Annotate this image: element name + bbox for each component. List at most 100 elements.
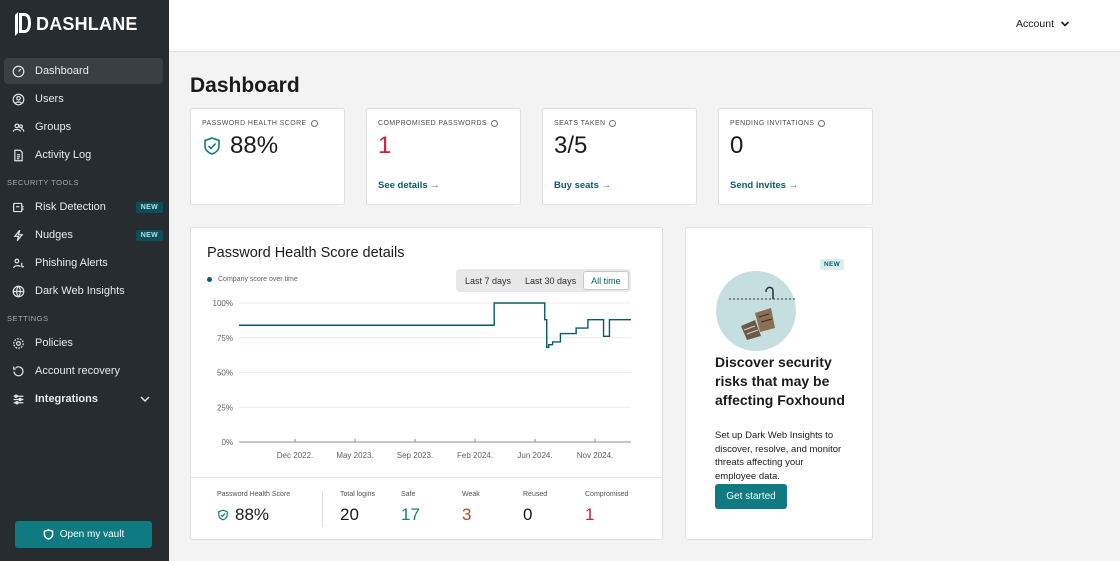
- chart-divider: [191, 477, 662, 478]
- account-label: Account: [1016, 18, 1054, 30]
- info-icon[interactable]: [609, 120, 617, 127]
- sidebar-item-label: Policies: [35, 337, 73, 349]
- range-last-7-days[interactable]: Last 7 days: [465, 275, 512, 286]
- dashlane-logo-icon: [15, 12, 31, 36]
- x-tick-label: Nov 2024.: [577, 451, 613, 460]
- info-icon[interactable]: [491, 120, 499, 127]
- reused-value: 0: [523, 505, 533, 524]
- compromised-passwords-card: COMPROMISED PASSWORDS 1 See details →: [366, 108, 521, 205]
- summary-separator: [322, 491, 323, 527]
- sidebar-item-label: Groups: [35, 121, 72, 133]
- sidebar-item-label: Activity Log: [35, 149, 92, 161]
- weak-value: 3: [462, 505, 472, 524]
- open-vault-button[interactable]: Open my vault: [15, 521, 152, 548]
- send-invites-link[interactable]: Send invites →: [730, 180, 799, 191]
- sidebar-item-dark-web-insights[interactable]: Dark Web Insights: [4, 278, 163, 304]
- y-tick-label: 25%: [217, 403, 233, 412]
- password-health-chart: 100% 75% 50% 25% 0% Dec 2022. May 2023. Sep 202…: [213, 299, 631, 460]
- chevron-down-icon: [140, 396, 150, 403]
- stat-value: 3/5: [554, 132, 588, 159]
- stat-label: SEATS TAKEN: [554, 120, 617, 127]
- x-tick-label: Feb 2024.: [457, 451, 493, 460]
- document-icon: [11, 148, 25, 162]
- sidebar-item-activity-log[interactable]: Activity Log: [4, 142, 163, 168]
- weak-label: Weak: [462, 491, 480, 498]
- safe-value: 17: [401, 505, 420, 524]
- y-tick-label: 100%: [213, 299, 233, 308]
- sidebar-item-policies[interactable]: Policies: [4, 330, 163, 356]
- page-title: Dashboard: [190, 74, 300, 97]
- security-tools-heading: SECURITY TOOLS: [7, 177, 80, 187]
- sidebar-item-account-recovery[interactable]: Account recovery: [4, 358, 163, 384]
- sidebar-item-groups[interactable]: Groups: [4, 114, 163, 140]
- shield-check-icon: [204, 137, 220, 155]
- buy-seats-link[interactable]: Buy seats →: [554, 180, 612, 191]
- chevron-down-icon: [1060, 21, 1070, 27]
- range-selector: Last 7 days Last 30 days All time: [456, 269, 631, 292]
- sidebar-item-label: Nudges: [35, 229, 73, 241]
- info-icon[interactable]: [310, 120, 318, 127]
- sidebar: DASHLANE Dashboard Users Groups Activity…: [0, 0, 169, 561]
- see-details-link[interactable]: See details →: [378, 180, 440, 191]
- range-all-time[interactable]: All time: [583, 271, 629, 290]
- stat-label: PASSWORD HEALTH SCORE: [202, 120, 318, 127]
- compromised-value: 1: [585, 505, 595, 524]
- account-menu[interactable]: Account: [1016, 18, 1070, 30]
- brand-name: DASHLANE: [36, 13, 138, 34]
- sidebar-item-phishing-alerts[interactable]: Phishing Alerts: [4, 250, 163, 276]
- info-icon[interactable]: [818, 120, 826, 127]
- sidebar-item-label: Dashboard: [35, 65, 89, 77]
- dark-web-promo-card: NEW Discover security risks that may be …: [685, 227, 873, 540]
- sidebar-item-label: Phishing Alerts: [35, 257, 108, 269]
- settings-heading: SETTINGS: [7, 313, 49, 323]
- summary-health-value: 88%: [217, 505, 269, 525]
- group-icon: [11, 120, 25, 134]
- stat-label: PENDING INVITATIONS: [730, 120, 826, 127]
- password-health-details-card: Password Health Score details Company sc…: [190, 227, 663, 540]
- sidebar-item-users[interactable]: Users: [4, 86, 163, 112]
- dashlane-logo[interactable]: DASHLANE: [14, 12, 138, 36]
- gauge-icon: [11, 64, 25, 78]
- range-last-30-days[interactable]: Last 30 days: [525, 275, 577, 286]
- x-tick-label: Dec 2022.: [277, 451, 313, 460]
- stat-label: COMPROMISED PASSWORDS: [378, 120, 499, 127]
- get-started-button[interactable]: Get started: [715, 484, 787, 509]
- stat-value: 1: [378, 132, 392, 159]
- top-header: Account: [169, 0, 1120, 52]
- password-health-card: PASSWORD HEALTH SCORE 88%: [190, 108, 345, 205]
- sidebar-item-nudges[interactable]: Nudges NEW: [4, 222, 163, 248]
- gear-icon: [11, 336, 25, 350]
- promo-title: Discover security risks that may be affe…: [715, 354, 845, 408]
- sidebar-item-label: Risk Detection: [35, 201, 106, 213]
- chart-title: Password Health Score details: [207, 245, 405, 261]
- globe-icon: [11, 284, 25, 298]
- y-tick-label: 75%: [217, 334, 233, 343]
- open-vault-label: Open my vault: [59, 529, 125, 540]
- new-badge: NEW: [135, 201, 163, 213]
- new-badge: NEW: [135, 229, 163, 241]
- sidebar-item-dashboard[interactable]: Dashboard: [4, 58, 163, 84]
- sidebar-item-label: Dark Web Insights: [35, 285, 125, 297]
- sidebar-item-label: Users: [35, 93, 64, 105]
- y-tick-label: 0%: [221, 438, 233, 447]
- promo-description: Set up Dark Web Insights to discover, re…: [715, 430, 842, 482]
- y-tick-label: 50%: [217, 369, 233, 378]
- new-badge: NEW: [820, 259, 845, 270]
- shield-check-icon: [218, 509, 228, 521]
- total-logins-value: 20: [340, 505, 359, 524]
- recovery-icon: [11, 364, 25, 378]
- pending-invitations-card: PENDING INVITATIONS 0 Send invites →: [718, 108, 873, 205]
- sidebar-item-risk-detection[interactable]: Risk Detection NEW: [4, 194, 163, 220]
- seats-taken-card: SEATS TAKEN 3/5 Buy seats →: [542, 108, 697, 205]
- sidebar-item-integrations[interactable]: Integrations: [4, 386, 163, 412]
- stat-value: 0: [730, 132, 744, 159]
- sliders-icon: [11, 392, 25, 406]
- x-tick-label: May 2023.: [336, 451, 373, 460]
- bolt-icon: [11, 228, 25, 242]
- sidebar-item-label: Integrations: [35, 393, 98, 405]
- dark-web-illustration-icon: [716, 271, 797, 351]
- total-logins-label: Total logins: [340, 491, 376, 498]
- stat-value: 88%: [202, 132, 278, 160]
- compromised-label: Compromised: [585, 491, 629, 498]
- x-tick-label: Sep 2023.: [397, 451, 433, 460]
